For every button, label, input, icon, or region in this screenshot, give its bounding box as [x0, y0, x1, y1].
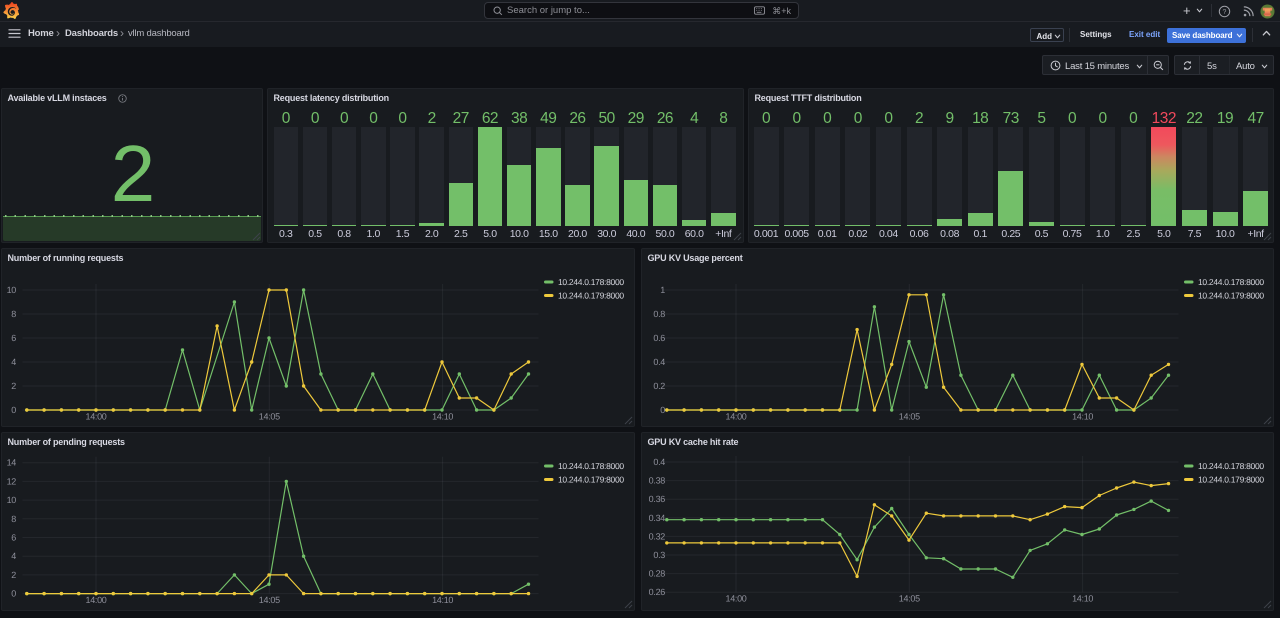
svg-text:10.244.0.179:8000: 10.244.0.179:8000 [558, 291, 624, 301]
svg-text:14:10: 14:10 [432, 595, 453, 605]
svg-text:0.4: 0.4 [653, 457, 665, 467]
svg-text:14:00: 14:00 [85, 595, 106, 605]
svg-text:14:10: 14:10 [432, 412, 453, 422]
svg-text:0.32: 0.32 [649, 531, 666, 541]
svg-text:0.6: 0.6 [653, 333, 665, 343]
svg-text:?: ? [1223, 7, 1227, 15]
svg-text:6: 6 [11, 533, 16, 543]
svg-text:10: 10 [7, 285, 17, 295]
svg-text:14:00: 14:00 [85, 412, 106, 422]
svg-text:14:05: 14:05 [259, 412, 280, 422]
svg-text:0: 0 [11, 589, 16, 599]
svg-text:10.244.0.178:8000: 10.244.0.178:8000 [558, 277, 624, 287]
svg-text:2: 2 [11, 570, 16, 580]
svg-text:14:00: 14:00 [725, 594, 746, 604]
svg-text:0.4: 0.4 [653, 357, 665, 367]
svg-text:14:00: 14:00 [725, 412, 746, 422]
svg-text:10: 10 [7, 495, 17, 505]
svg-text:14:05: 14:05 [259, 595, 280, 605]
svg-text:8: 8 [11, 309, 16, 319]
svg-text:14:05: 14:05 [899, 594, 920, 604]
svg-text:10.244.0.178:8000: 10.244.0.178:8000 [1198, 461, 1264, 471]
svg-text:4: 4 [11, 357, 16, 367]
svg-text:6: 6 [11, 333, 16, 343]
svg-text:1: 1 [660, 285, 665, 295]
svg-text:0: 0 [660, 405, 665, 415]
svg-text:0: 0 [11, 405, 16, 415]
svg-text:0.38: 0.38 [649, 476, 666, 486]
svg-text:14:05: 14:05 [899, 412, 920, 422]
svg-text:10.244.0.178:8000: 10.244.0.178:8000 [1198, 277, 1264, 287]
svg-text:4: 4 [11, 551, 16, 561]
svg-text:0.26: 0.26 [649, 587, 666, 597]
svg-text:0.3: 0.3 [653, 550, 665, 560]
svg-text:14:10: 14:10 [1072, 594, 1093, 604]
svg-text:2: 2 [11, 381, 16, 391]
svg-text:14:10: 14:10 [1072, 412, 1093, 422]
svg-text:10.244.0.179:8000: 10.244.0.179:8000 [1198, 475, 1264, 485]
svg-text:0.8: 0.8 [653, 309, 665, 319]
svg-text:0.36: 0.36 [649, 494, 666, 504]
svg-text:12: 12 [7, 476, 17, 486]
svg-text:10.244.0.179:8000: 10.244.0.179:8000 [1198, 291, 1264, 301]
svg-text:0.2: 0.2 [653, 381, 665, 391]
svg-text:14: 14 [7, 458, 17, 468]
svg-text:8: 8 [11, 514, 16, 524]
svg-text:10.244.0.178:8000: 10.244.0.178:8000 [558, 461, 624, 471]
svg-text:0.34: 0.34 [649, 513, 666, 523]
svg-text:0.28: 0.28 [649, 569, 666, 579]
svg-text:10.244.0.179:8000: 10.244.0.179:8000 [558, 475, 624, 485]
